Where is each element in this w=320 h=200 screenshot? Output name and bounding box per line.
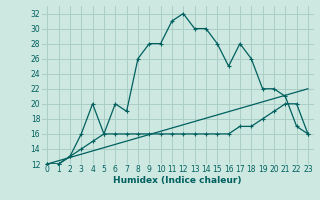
X-axis label: Humidex (Indice chaleur): Humidex (Indice chaleur): [113, 176, 242, 185]
